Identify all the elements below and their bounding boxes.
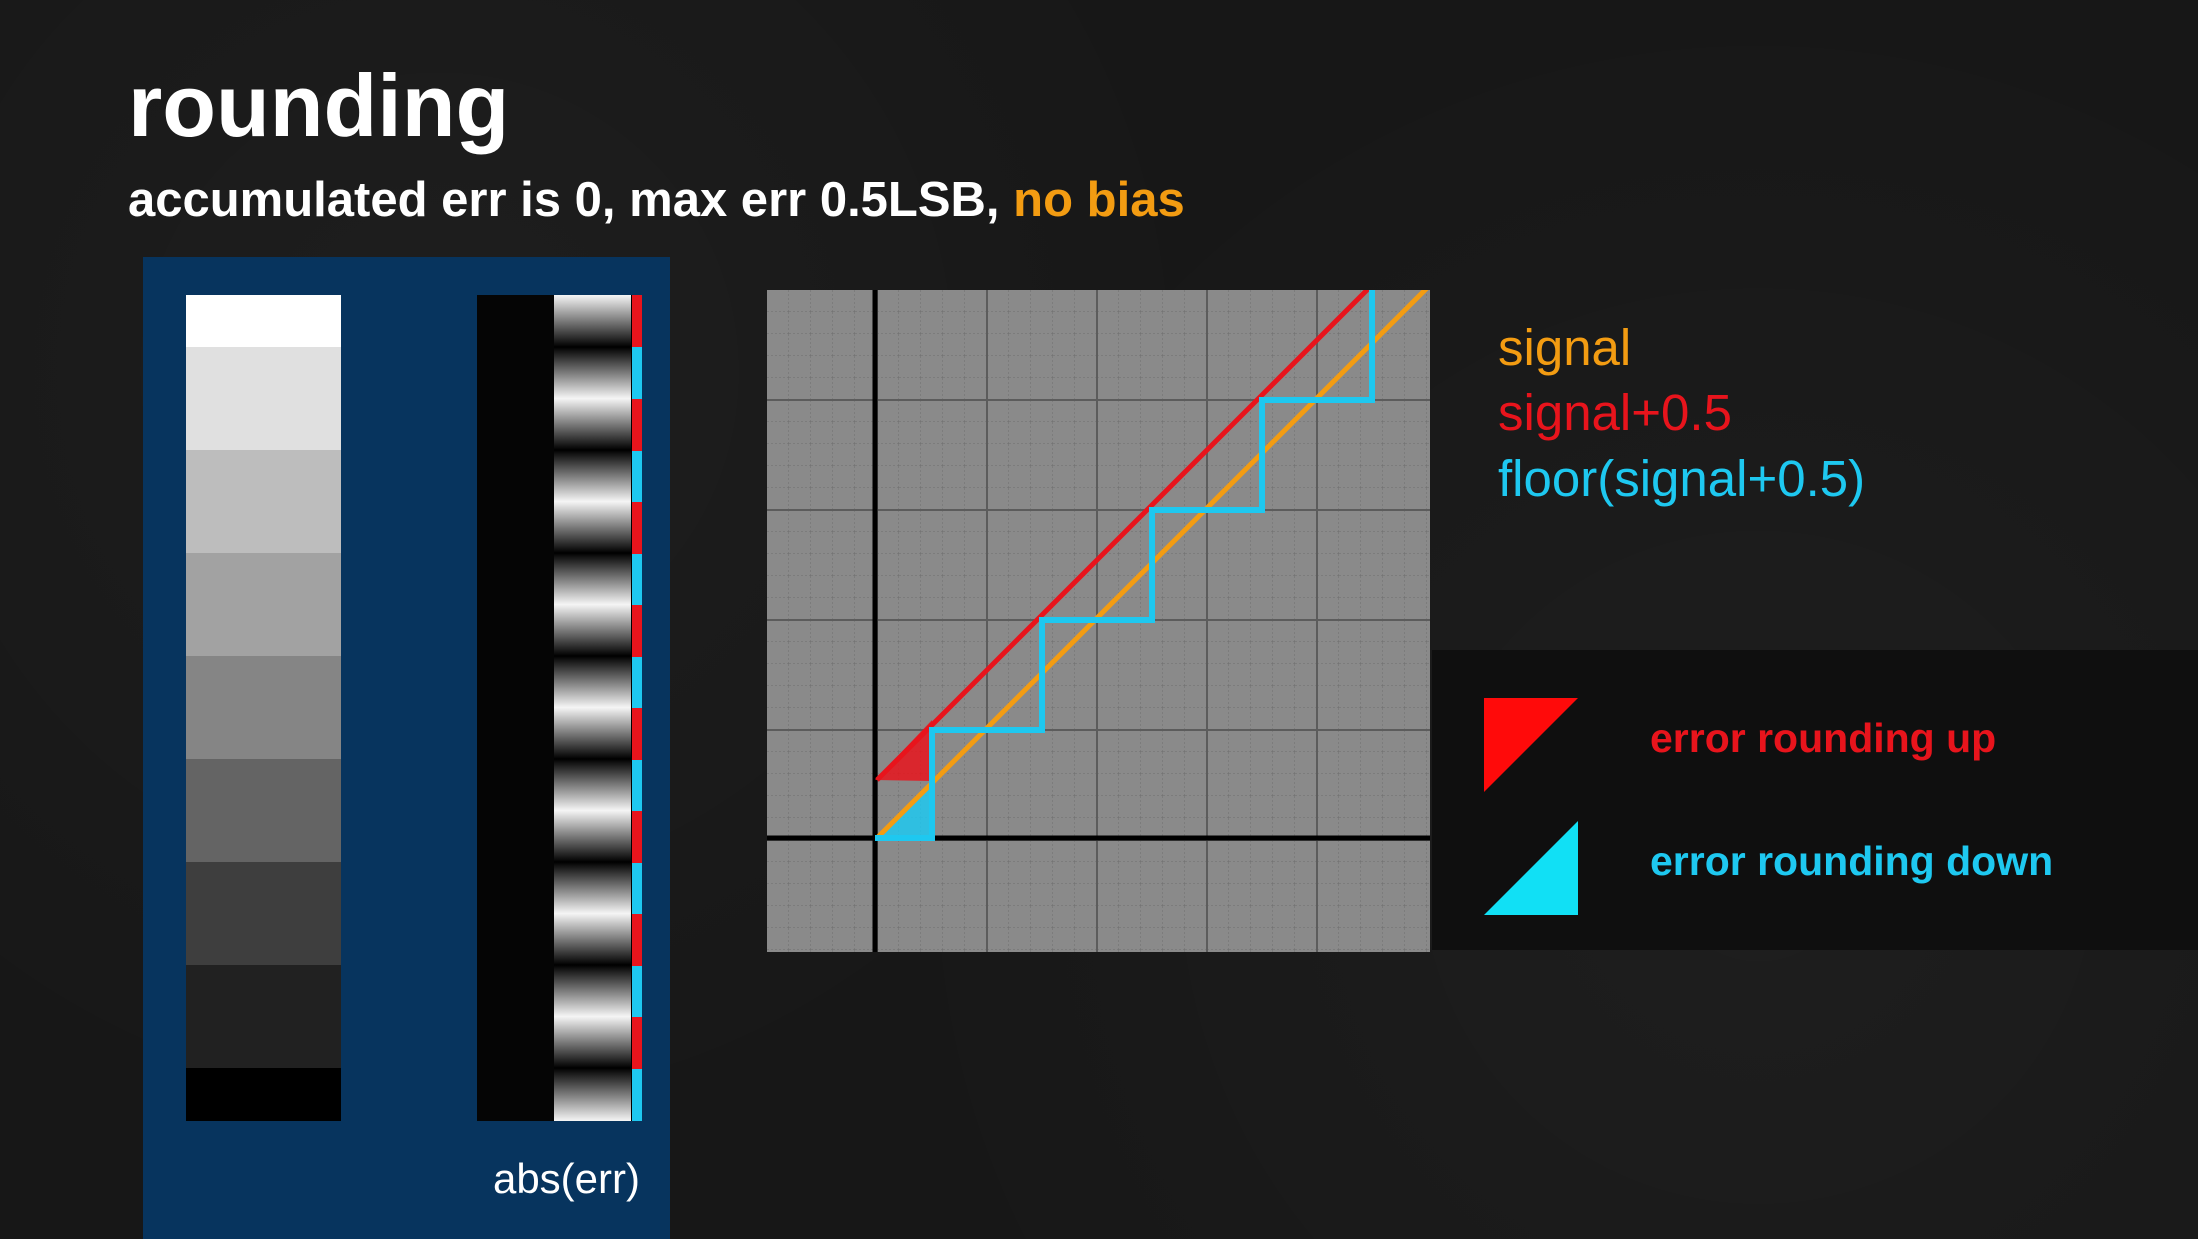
ramp-step bbox=[186, 1068, 341, 1121]
legend-floor: floor(signal+0.5) bbox=[1498, 450, 1866, 507]
error-down-swatch-icon bbox=[1484, 821, 1578, 915]
ramp-step bbox=[186, 965, 341, 1068]
ramp-step bbox=[186, 295, 341, 347]
ramp-step bbox=[186, 862, 341, 965]
ramp-step bbox=[186, 347, 341, 450]
ramp-step bbox=[186, 656, 341, 759]
error-up-label: error rounding up bbox=[1650, 715, 1997, 761]
legend-signal: signal bbox=[1498, 319, 1632, 376]
abs-error-label: abs(err) bbox=[492, 1155, 640, 1202]
error-up-swatch-icon bbox=[1484, 698, 1578, 792]
floor-staircase bbox=[875, 290, 1375, 841]
slide-title: rounding bbox=[128, 56, 510, 155]
subtitle-main: accumulated err is 0, max err 0.5LSB, bbox=[128, 173, 1014, 227]
signal-plus-line bbox=[875, 290, 1371, 782]
gray-ramp bbox=[186, 295, 341, 1121]
ramp-step bbox=[186, 450, 341, 553]
ramp-step bbox=[186, 553, 341, 656]
rounding-plot bbox=[767, 290, 1430, 952]
abs-error-strip bbox=[477, 295, 642, 1121]
subtitle-accent: no bias bbox=[1013, 173, 1185, 227]
legend-signal-plus: signal+0.5 bbox=[1498, 384, 1732, 441]
slide-subtitle: accumulated err is 0, max err 0.5LSB, no… bbox=[128, 176, 1185, 225]
error-down-label: error rounding down bbox=[1650, 838, 2054, 884]
ramp-step bbox=[186, 759, 341, 862]
